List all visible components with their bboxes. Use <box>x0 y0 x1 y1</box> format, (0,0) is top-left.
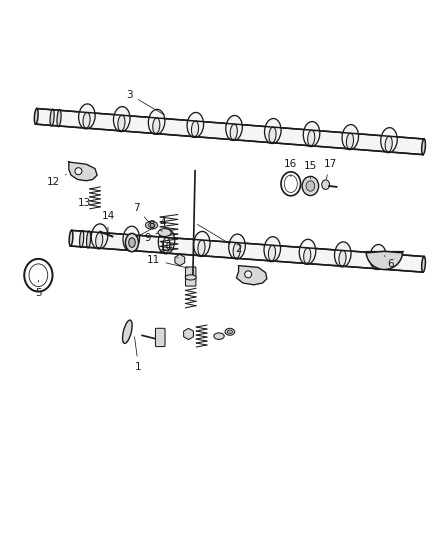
Ellipse shape <box>226 116 242 141</box>
Ellipse shape <box>307 130 315 146</box>
Ellipse shape <box>335 242 351 267</box>
Ellipse shape <box>381 128 397 152</box>
Ellipse shape <box>158 229 171 237</box>
Text: 11: 11 <box>147 255 188 268</box>
Ellipse shape <box>162 237 170 253</box>
Ellipse shape <box>91 224 108 249</box>
Polygon shape <box>237 265 267 285</box>
Ellipse shape <box>229 234 245 259</box>
Ellipse shape <box>145 221 158 229</box>
Text: 4: 4 <box>137 218 166 237</box>
Ellipse shape <box>264 237 280 262</box>
Ellipse shape <box>346 133 353 149</box>
Ellipse shape <box>304 248 311 263</box>
Ellipse shape <box>69 230 73 246</box>
Ellipse shape <box>265 118 281 143</box>
Ellipse shape <box>191 121 198 136</box>
Ellipse shape <box>194 231 210 256</box>
Text: 5: 5 <box>35 280 42 297</box>
Text: 16: 16 <box>284 159 297 176</box>
Ellipse shape <box>187 112 204 138</box>
Text: 3: 3 <box>127 90 164 115</box>
Text: 10: 10 <box>160 242 178 258</box>
Ellipse shape <box>57 110 61 127</box>
Ellipse shape <box>339 251 346 266</box>
Ellipse shape <box>34 109 38 124</box>
Text: 9: 9 <box>144 233 158 243</box>
Ellipse shape <box>153 118 160 134</box>
FancyBboxPatch shape <box>155 328 165 346</box>
Text: 15: 15 <box>304 161 317 179</box>
Circle shape <box>75 168 82 175</box>
Ellipse shape <box>370 245 386 270</box>
Ellipse shape <box>214 333 224 340</box>
Ellipse shape <box>127 235 134 251</box>
Ellipse shape <box>118 115 125 131</box>
Polygon shape <box>35 109 424 155</box>
Ellipse shape <box>303 122 320 147</box>
Ellipse shape <box>385 136 392 152</box>
Ellipse shape <box>129 238 135 247</box>
FancyBboxPatch shape <box>185 267 196 286</box>
Text: 13: 13 <box>78 197 95 208</box>
Ellipse shape <box>342 125 359 150</box>
Ellipse shape <box>158 229 175 254</box>
Ellipse shape <box>227 330 233 334</box>
Ellipse shape <box>185 275 196 280</box>
Ellipse shape <box>230 124 237 140</box>
Ellipse shape <box>123 320 132 343</box>
Circle shape <box>245 271 252 278</box>
Wedge shape <box>366 251 403 270</box>
Text: 14: 14 <box>101 212 115 232</box>
Ellipse shape <box>198 240 205 256</box>
Ellipse shape <box>50 109 54 126</box>
Ellipse shape <box>95 232 103 248</box>
Text: 12: 12 <box>47 174 67 187</box>
Text: 1: 1 <box>134 337 142 372</box>
Text: 6: 6 <box>385 256 394 269</box>
Ellipse shape <box>125 233 138 252</box>
Ellipse shape <box>233 243 240 259</box>
Polygon shape <box>71 230 424 272</box>
Ellipse shape <box>113 107 130 132</box>
Text: 8: 8 <box>148 220 162 231</box>
Ellipse shape <box>148 223 155 228</box>
Ellipse shape <box>299 239 316 264</box>
Ellipse shape <box>268 245 276 261</box>
Polygon shape <box>69 162 97 181</box>
Ellipse shape <box>306 181 315 191</box>
Ellipse shape <box>87 231 91 248</box>
Text: 2: 2 <box>198 224 242 254</box>
Ellipse shape <box>422 256 425 272</box>
Ellipse shape <box>225 328 235 335</box>
Ellipse shape <box>123 226 139 251</box>
Ellipse shape <box>302 176 319 196</box>
Ellipse shape <box>374 253 381 269</box>
Ellipse shape <box>80 230 84 248</box>
Ellipse shape <box>269 127 276 143</box>
Ellipse shape <box>322 180 329 189</box>
Ellipse shape <box>83 112 90 128</box>
Text: 7: 7 <box>133 203 150 223</box>
Ellipse shape <box>422 139 425 155</box>
Ellipse shape <box>148 109 165 134</box>
Text: 17: 17 <box>323 159 337 179</box>
Ellipse shape <box>78 104 95 129</box>
